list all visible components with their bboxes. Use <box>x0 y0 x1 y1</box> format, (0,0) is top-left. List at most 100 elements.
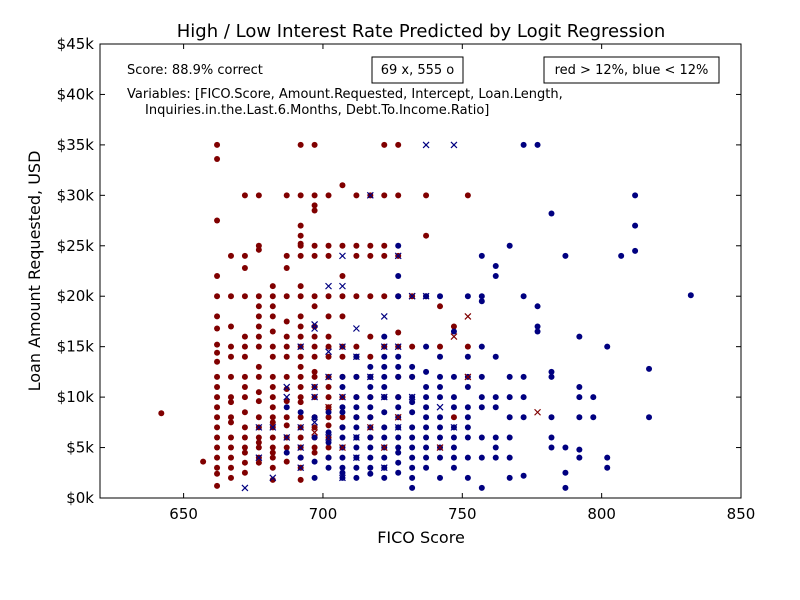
data-point <box>339 273 346 280</box>
data-point <box>241 449 248 456</box>
data-point <box>423 404 430 411</box>
x-marker-stroke <box>394 423 402 431</box>
data-point <box>214 434 221 441</box>
data-point <box>353 474 360 481</box>
data-point-x <box>408 393 416 401</box>
data-point <box>214 141 221 148</box>
data-point <box>311 424 318 431</box>
data-point <box>409 363 416 370</box>
data-point <box>450 404 457 411</box>
x-marker-stroke <box>283 383 291 391</box>
data-point <box>395 444 402 451</box>
data-point <box>241 394 248 401</box>
score-annotation: Score: 88.9% correct <box>127 63 263 78</box>
x-marker-stroke <box>436 403 444 411</box>
data-point <box>269 353 276 360</box>
data-point <box>227 419 234 426</box>
data-point <box>437 474 444 481</box>
x-marker-stroke <box>325 434 332 441</box>
chart-title: High / Low Interest Rate Predicted by Lo… <box>177 21 666 42</box>
data-point <box>367 242 374 249</box>
x-tick-label: 700 <box>309 505 338 523</box>
data-point <box>381 141 388 148</box>
data-point <box>492 273 499 280</box>
x-marker-stroke <box>380 393 388 401</box>
data-point <box>214 482 221 489</box>
data-point <box>269 476 276 483</box>
data-point <box>437 384 444 391</box>
legend-annotation: red > 12%, blue < 12% <box>555 63 709 78</box>
data-point-x <box>436 444 444 451</box>
data-point <box>297 353 304 360</box>
data-point <box>506 434 513 441</box>
data-point <box>464 353 471 360</box>
data-point <box>311 474 318 481</box>
data-point <box>255 323 262 330</box>
data-point <box>297 323 304 330</box>
data-point <box>255 293 262 300</box>
data-point <box>576 394 583 401</box>
data-point-x <box>436 403 444 411</box>
y-tick-label: $15k <box>57 338 95 356</box>
data-point <box>214 444 221 451</box>
data-point <box>409 454 416 461</box>
x-marker-stroke <box>352 454 360 462</box>
data-point <box>325 394 332 401</box>
x-marker-stroke <box>269 423 277 431</box>
data-point <box>353 464 360 471</box>
data-point <box>227 394 234 401</box>
data-point <box>450 454 457 461</box>
data-point <box>214 325 221 332</box>
data-point <box>437 414 444 421</box>
data-point <box>214 293 221 300</box>
data-point <box>423 394 430 401</box>
data-point <box>283 373 290 380</box>
data-point <box>353 414 360 421</box>
data-point <box>214 394 221 401</box>
x-marker-stroke <box>380 444 388 451</box>
data-point <box>283 449 290 456</box>
data-point <box>214 464 221 471</box>
y-tick-label: $0k <box>66 489 94 507</box>
data-point <box>604 464 611 471</box>
data-point <box>297 313 304 320</box>
data-point <box>381 192 388 199</box>
x-marker-stroke <box>255 423 263 431</box>
data-point <box>381 434 388 441</box>
data-point-x <box>380 464 388 472</box>
data-point <box>367 293 374 300</box>
data-point <box>367 414 374 421</box>
data-point <box>214 454 221 461</box>
data-point <box>339 409 346 416</box>
data-point <box>353 343 360 350</box>
data-point <box>269 384 276 391</box>
data-point <box>562 469 569 476</box>
data-point <box>214 217 221 224</box>
data-point <box>283 252 290 259</box>
data-point <box>423 368 430 375</box>
data-point <box>395 449 402 456</box>
y-tick-label: $45k <box>57 35 95 53</box>
data-point <box>562 444 569 451</box>
data-point <box>283 318 290 325</box>
x-marker-stroke <box>311 325 319 332</box>
data-point <box>241 264 248 271</box>
x-marker-stroke <box>366 373 374 381</box>
x-marker-stroke <box>297 464 305 472</box>
x-marker-stroke <box>352 434 360 441</box>
data-point <box>492 353 499 360</box>
variables-annotation-line1: Variables: [FICO.Score, Amount.Requested… <box>127 87 563 102</box>
x-marker-stroke <box>297 444 305 451</box>
data-point <box>423 464 430 471</box>
x-ticks: 650 700 750 800 850 <box>169 44 755 523</box>
data-point <box>381 242 388 249</box>
data-point <box>423 384 430 391</box>
data-point-x <box>450 423 458 431</box>
data-point <box>395 192 402 199</box>
data-point <box>339 434 346 441</box>
data-point <box>339 464 346 471</box>
data-point <box>506 242 513 249</box>
data-point <box>464 384 471 391</box>
data-point <box>297 293 304 300</box>
data-point <box>325 192 332 199</box>
